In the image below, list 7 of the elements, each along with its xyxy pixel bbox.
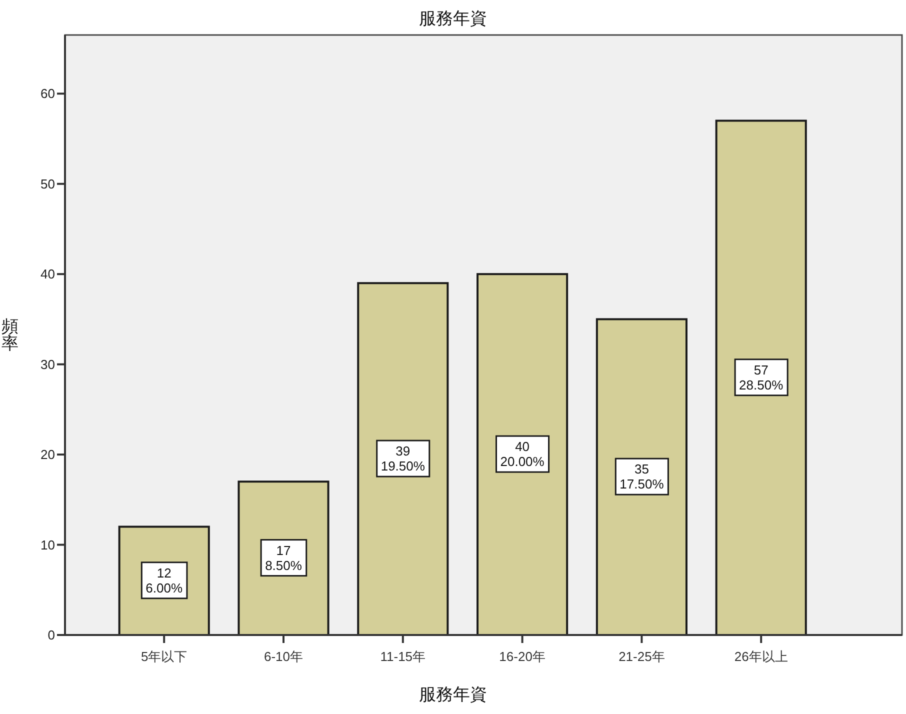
title: 服務年資 [419,9,487,28]
data-label: 57 28.50% [739,362,784,392]
data-label: 17 8.50% [265,542,302,573]
data-label: 35 17.50% [620,462,664,492]
data-label: 40 20.00% [500,439,545,470]
data-label: 12 6.00% [146,565,183,596]
data-label: 39 19.50% [380,444,426,474]
